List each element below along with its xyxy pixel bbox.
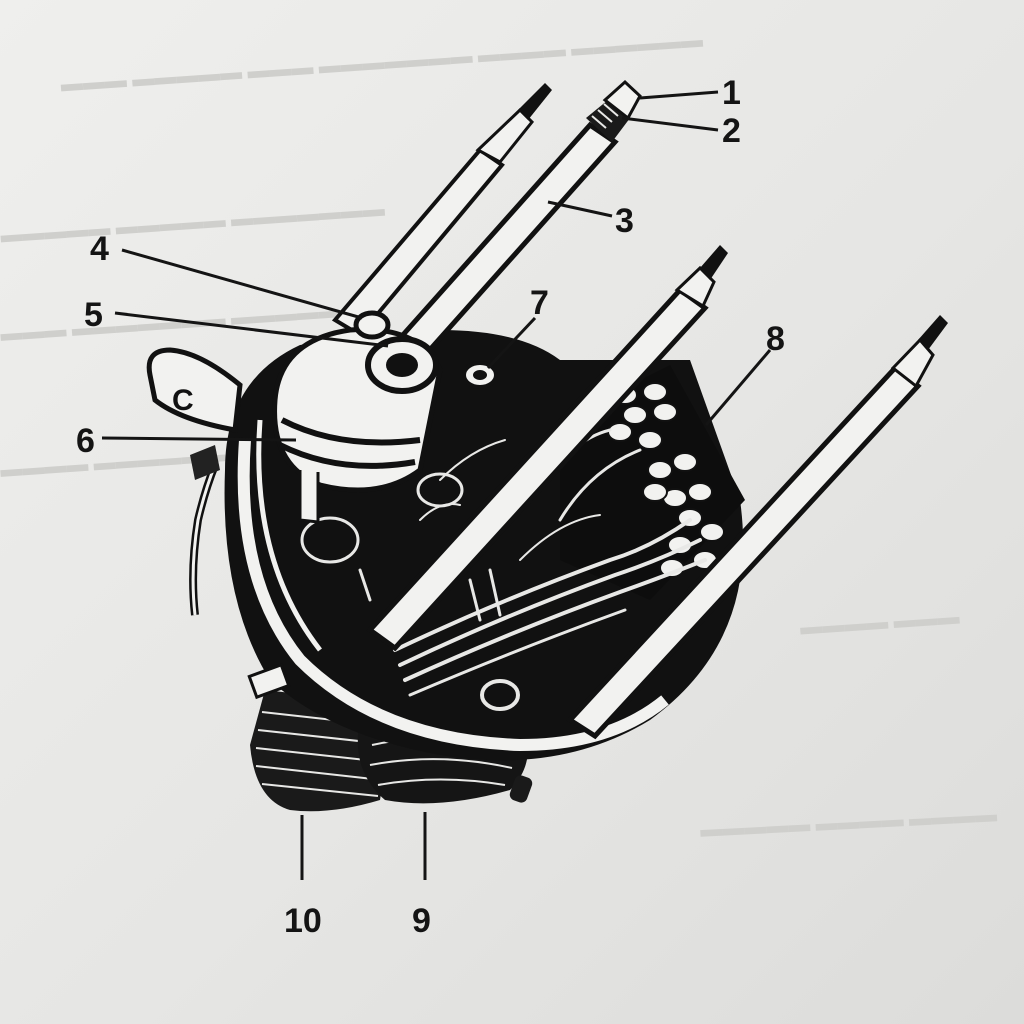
- callout-3: 3: [615, 202, 634, 240]
- callout-2: 2: [722, 112, 741, 150]
- leader-line-7: [486, 316, 537, 370]
- callout-1: 1: [722, 74, 741, 112]
- leader-line-3: [547, 200, 613, 218]
- leader-line-8: [704, 349, 772, 426]
- main-shaft: [381, 79, 642, 376]
- callout-5: 5: [84, 296, 103, 334]
- callout-10: 10: [284, 902, 322, 940]
- mounting-tab: C: [146, 347, 243, 433]
- leader-line-2: [621, 116, 719, 132]
- center-shaft: [366, 245, 728, 652]
- leader-line-6: [101, 436, 297, 442]
- mounting-washer: [353, 310, 391, 340]
- leader-line-5: [114, 311, 389, 348]
- callout-6: 6: [76, 422, 95, 460]
- side-lead-wire: [189, 445, 220, 616]
- callout-9: 9: [412, 902, 431, 940]
- terminal-screw: [462, 361, 498, 389]
- bearing-nut: [365, 336, 439, 394]
- callout-4: 4: [90, 230, 109, 268]
- callout-7: 7: [530, 284, 549, 322]
- mounting-tab-mark: C: [172, 384, 194, 417]
- leader-line-4: [121, 248, 363, 320]
- right-shaft: [566, 315, 948, 740]
- callout-8: 8: [766, 320, 785, 358]
- leader-line-1: [639, 90, 719, 100]
- leader-lines: [101, 90, 772, 880]
- callout-labels: 1 2 3 4 5 6 7 8 9 10: [76, 74, 785, 940]
